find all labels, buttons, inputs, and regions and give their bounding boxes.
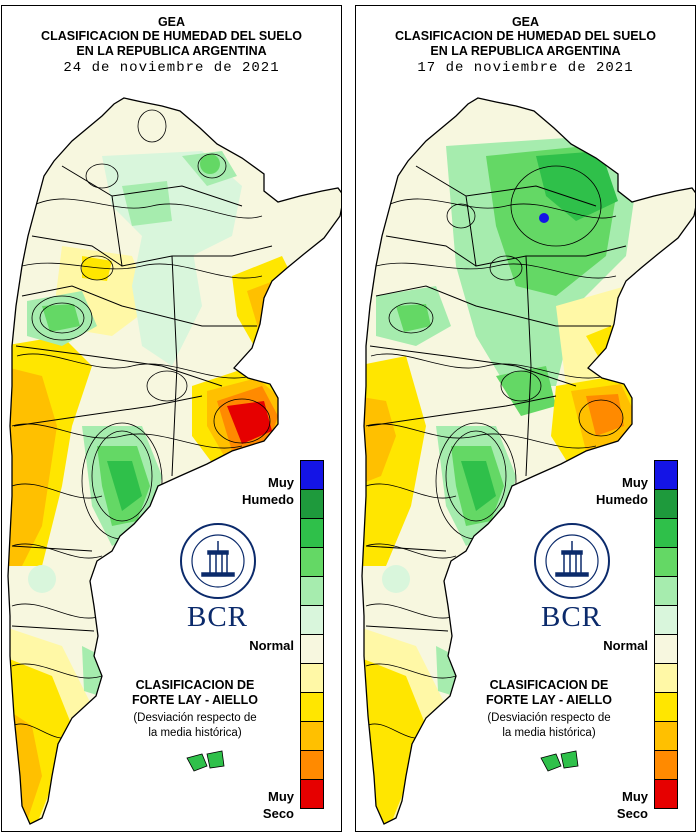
legend-label-normal: Normal — [603, 638, 648, 653]
classification-method: CLASIFICACION DE FORTE LAY - AIELLO — [132, 678, 258, 707]
moisture-color-legend — [654, 460, 678, 809]
malvinas-islands — [186, 750, 225, 772]
legend-swatch — [300, 605, 324, 635]
legend-swatch — [300, 779, 324, 809]
classification-method: CLASIFICACION DE FORTE LAY - AIELLO — [486, 678, 612, 707]
classification-note: (Desviación respecto de la media históri… — [133, 712, 257, 739]
legend-swatch — [300, 460, 324, 490]
legend-label-muy-humedo: Muy Humedo — [242, 475, 294, 507]
legend-swatch — [654, 489, 678, 519]
legend-swatch — [654, 518, 678, 548]
legend-swatch — [300, 576, 324, 606]
panel-title-gea: GEA — [157, 15, 186, 29]
panel-title-country: EN LA REPUBLICA ARGENTINA — [430, 44, 621, 58]
argentina-moisture-map — [7, 97, 341, 825]
soil-moisture-map-panel-nov-24: GEA CLASIFICACION DE HUMEDAD DEL SUELO E… — [1, 5, 342, 832]
panel-date: 24 de noviembre de 2021 — [63, 60, 280, 76]
legend-swatch — [654, 634, 678, 664]
panel-title-gea: GEA — [511, 15, 540, 29]
legend-swatch — [654, 576, 678, 606]
legend-swatch — [300, 547, 324, 577]
moisture-color-legend — [300, 460, 324, 809]
legend-swatch — [654, 460, 678, 490]
malvinas-islands — [540, 750, 579, 772]
legend-swatch — [300, 489, 324, 519]
legend-swatch — [300, 518, 324, 548]
legend-swatch — [654, 663, 678, 693]
legend-swatch — [300, 721, 324, 751]
legend-swatch — [654, 721, 678, 751]
panel-date: 17 de noviembre de 2021 — [417, 60, 634, 76]
legend-swatch — [300, 750, 324, 780]
legend-label-muy-seco: Muy Seco — [616, 789, 648, 821]
legend-swatch — [654, 750, 678, 780]
legend-swatch — [300, 692, 324, 722]
panel-title-main: CLASIFICACION DE HUMEDAD DEL SUELO — [41, 29, 302, 43]
argentina-moisture-map — [361, 97, 695, 825]
classification-note: (Desviación respecto de la media históri… — [487, 712, 611, 739]
bcr-logo-text: BCR — [186, 601, 249, 633]
bcr-seal-logo — [534, 523, 610, 599]
legend-label-muy-seco: Muy Seco — [262, 789, 294, 821]
legend-swatch — [654, 692, 678, 722]
legend-swatch — [300, 634, 324, 664]
bcr-logo-text: BCR — [540, 601, 603, 633]
soil-moisture-map-panel-nov-17: GEA CLASIFICACION DE HUMEDAD DEL SUELO E… — [355, 5, 696, 832]
bcr-seal-logo — [180, 523, 256, 599]
panel-title-main: CLASIFICACION DE HUMEDAD DEL SUELO — [395, 29, 656, 43]
legend-swatch — [654, 605, 678, 635]
panel-title-country: EN LA REPUBLICA ARGENTINA — [76, 44, 267, 58]
legend-swatch — [654, 779, 678, 809]
legend-swatch — [300, 663, 324, 693]
legend-swatch — [654, 547, 678, 577]
legend-label-normal: Normal — [249, 638, 294, 653]
legend-label-muy-humedo: Muy Humedo — [596, 475, 648, 507]
